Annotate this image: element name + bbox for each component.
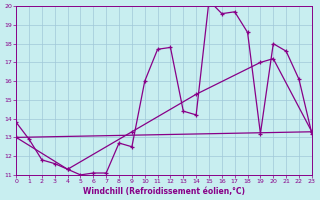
X-axis label: Windchill (Refroidissement éolien,°C): Windchill (Refroidissement éolien,°C): [83, 187, 245, 196]
